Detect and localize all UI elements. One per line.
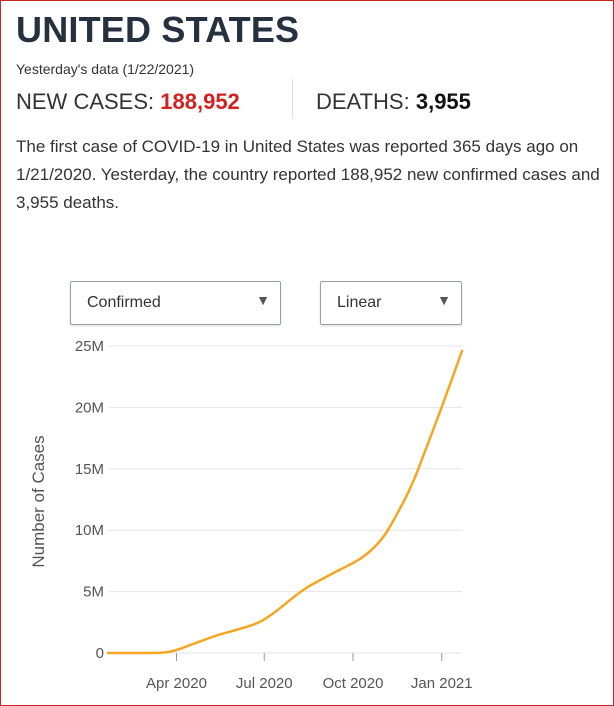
- x-tick-label: Jul 2020: [236, 675, 293, 692]
- y-tick-label: 25M: [75, 338, 104, 355]
- metric-select-value: Confirmed: [87, 294, 161, 311]
- series-line: [106, 349, 464, 655]
- y-tick-label: 20M: [75, 399, 104, 416]
- metric-select[interactable]: Confirmed ▼: [70, 281, 281, 325]
- summary-text: The first case of COVID-19 in United Sta…: [16, 137, 600, 212]
- y-tick-label: 15M: [75, 461, 104, 478]
- stats-divider: [292, 79, 293, 119]
- new-cases-value: 188,952: [160, 89, 240, 114]
- data-date: Yesterday's data (1/22/2021): [16, 61, 195, 77]
- y-tick-label: 0: [96, 645, 104, 662]
- x-tick-label: Apr 2020: [146, 675, 207, 692]
- stats-row: NEW CASES: 188,952 DEATHS: 3,955: [16, 79, 606, 123]
- y-axis-title: Number of Cases: [29, 435, 48, 567]
- new-cases-label: NEW CASES:: [16, 89, 155, 114]
- triangle-down-icon: ▼: [437, 292, 451, 308]
- deaths-label: DEATHS:: [316, 89, 410, 114]
- page-title: UNITED STATES: [16, 9, 300, 50]
- new-cases-stat: NEW CASES: 188,952: [16, 89, 240, 115]
- y-tick-label: 5M: [83, 584, 104, 601]
- x-tick-label: Oct 2020: [323, 675, 384, 692]
- deaths-stat: DEATHS: 3,955: [316, 89, 471, 115]
- x-tick-label: Jan 2021: [411, 675, 473, 692]
- y-tick-label: 10M: [75, 522, 104, 539]
- triangle-down-icon: ▼: [256, 292, 270, 308]
- scale-select-value: Linear: [337, 294, 382, 311]
- deaths-value: 3,955: [415, 89, 471, 114]
- scale-select[interactable]: Linear ▼: [320, 281, 462, 325]
